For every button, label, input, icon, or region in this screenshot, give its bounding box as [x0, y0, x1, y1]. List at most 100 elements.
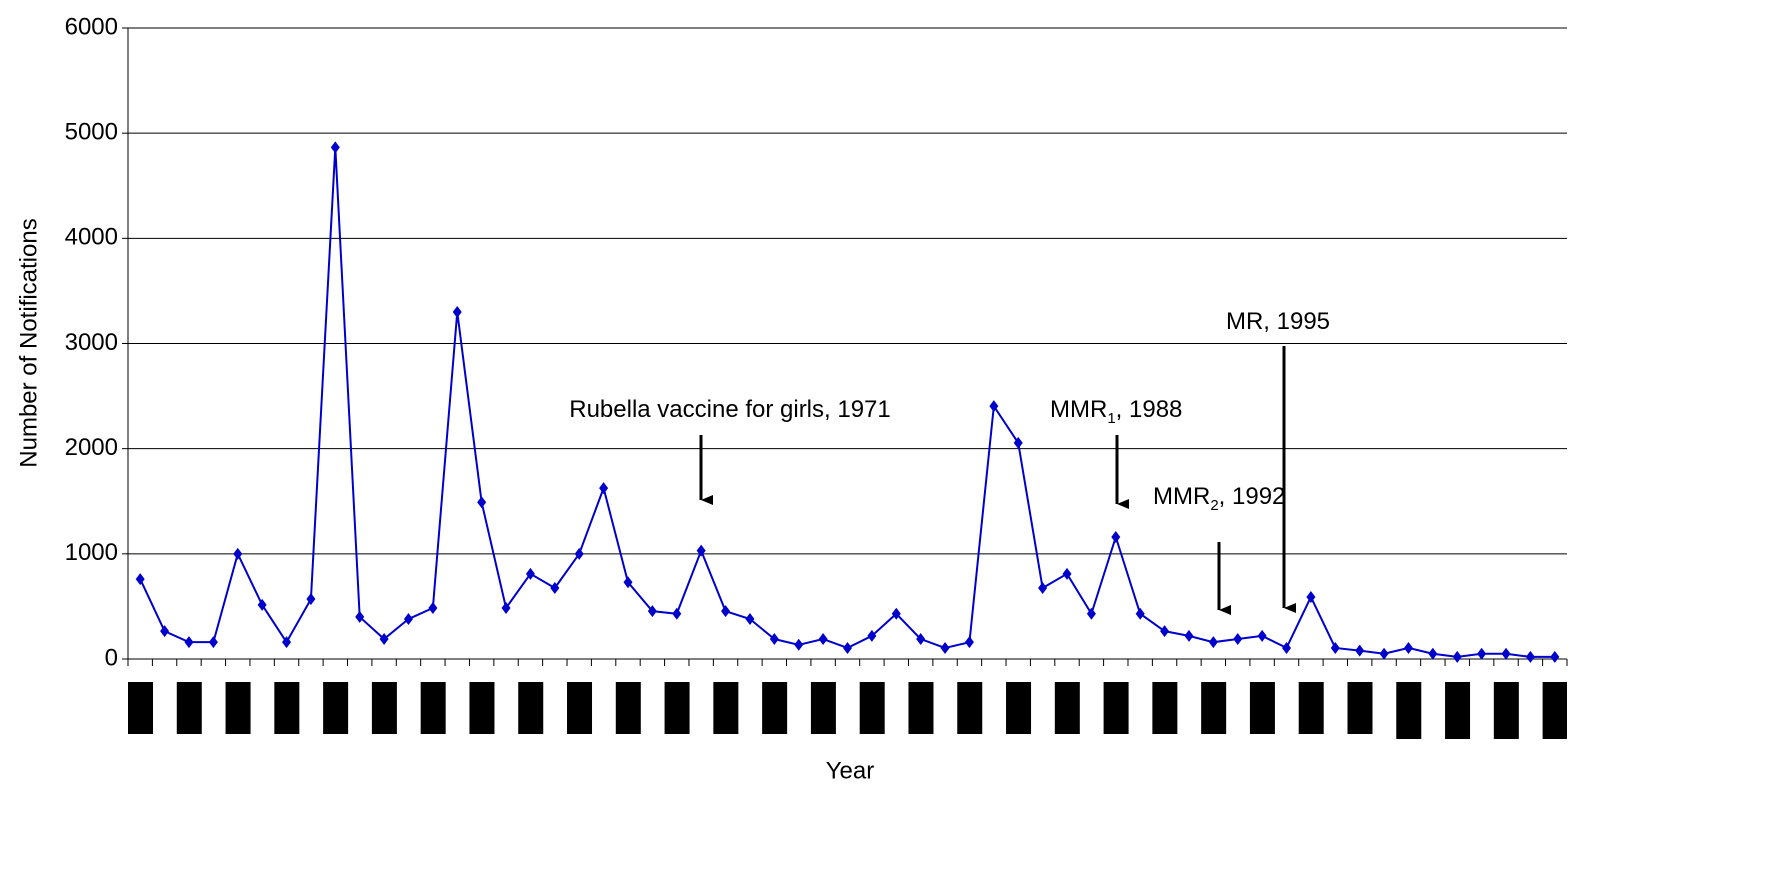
- data-point: [745, 613, 755, 626]
- data-point: [452, 305, 462, 318]
- data-point: [867, 629, 877, 642]
- data-point: [257, 598, 267, 611]
- redacted-label: [518, 682, 544, 734]
- data-point: [647, 605, 657, 618]
- annotation-text: MMR: [1153, 483, 1210, 510]
- data-point: [940, 641, 950, 654]
- annotation: MMR2, 1992: [1153, 483, 1285, 514]
- data-point: [721, 605, 731, 618]
- data-point: [696, 544, 706, 557]
- annotation: MR, 1995: [1226, 308, 1330, 335]
- data-point: [282, 636, 292, 649]
- redacted-label: [274, 682, 300, 734]
- y-axis-label: Number of Notifications: [15, 218, 42, 467]
- data-point: [599, 482, 609, 495]
- redacted-label: [176, 682, 202, 734]
- redacted-label: [1542, 682, 1567, 739]
- data-point: [1135, 607, 1145, 620]
- data-point: [794, 638, 804, 651]
- redacted-label: [323, 682, 349, 734]
- data-point: [1233, 633, 1243, 646]
- data-point: [1477, 647, 1487, 660]
- data-point: [1355, 644, 1365, 657]
- y-tick-label: 6000: [65, 13, 118, 40]
- y-tick-label: 2000: [65, 434, 118, 461]
- redacted-label: [1298, 682, 1324, 734]
- data-point: [477, 496, 487, 509]
- data-point: [574, 547, 584, 560]
- data-point: [501, 601, 511, 614]
- x-axis-label: Year: [826, 757, 875, 784]
- data-point: [1452, 650, 1462, 663]
- redacted-label: [713, 682, 739, 734]
- data-point: [525, 567, 535, 580]
- annotation-suffix: , 1988: [1116, 396, 1183, 423]
- redacted-label: [908, 682, 934, 734]
- redacted-label: [1493, 682, 1519, 739]
- redacted-label: [1006, 682, 1032, 734]
- data-point: [1525, 650, 1535, 663]
- redacted-label: [1152, 682, 1178, 734]
- data-point: [891, 607, 901, 620]
- redacted-label: [567, 682, 593, 734]
- data-point: [1428, 647, 1438, 660]
- data-point: [1306, 590, 1316, 603]
- data-point: [1013, 436, 1023, 449]
- redacted-label: [859, 682, 885, 734]
- data-point: [379, 633, 389, 646]
- data-point: [1184, 629, 1194, 642]
- data-point: [843, 641, 852, 654]
- data-point: [1330, 641, 1340, 654]
- redacted-label: [1396, 682, 1422, 739]
- y-tick-label: 3000: [65, 329, 118, 356]
- redacted-label: [1201, 682, 1227, 734]
- redacted-label: [664, 682, 690, 734]
- data-point: [1257, 629, 1267, 642]
- redacted-label: [225, 682, 251, 734]
- redacted-label: [957, 682, 983, 734]
- redacted-label: [371, 682, 397, 734]
- y-tick-label: 5000: [65, 119, 118, 146]
- data-point: [1403, 641, 1413, 654]
- data-point: [1379, 647, 1389, 660]
- data-point: [233, 547, 243, 560]
- data-point: [428, 601, 438, 614]
- annotation-subscript: 2: [1210, 497, 1218, 514]
- redacted-label: [1347, 682, 1373, 734]
- data-point: [208, 636, 218, 649]
- annotation: MMR1, 1988: [1050, 396, 1182, 427]
- data-point: [1111, 531, 1121, 544]
- data-point: [623, 576, 633, 589]
- redacted-label: [469, 682, 495, 734]
- redacted-label: [1054, 682, 1080, 734]
- y-tick-label: 4000: [65, 224, 118, 251]
- annotation-text: Rubella vaccine for girls, 1971: [569, 396, 891, 423]
- annotation-text: MMR: [1050, 396, 1107, 423]
- data-point: [330, 141, 340, 154]
- data-point: [672, 607, 682, 620]
- data-point: [916, 633, 926, 646]
- data-point: [1550, 650, 1560, 663]
- data-point: [818, 633, 828, 646]
- redacted-label: [1249, 682, 1275, 734]
- redacted-label: [1445, 682, 1471, 739]
- data-point: [964, 636, 974, 649]
- data-point: [1501, 647, 1511, 660]
- data-point: [1208, 636, 1218, 649]
- data-point: [160, 625, 170, 638]
- redacted-label: [1103, 682, 1129, 734]
- data-point: [1282, 641, 1292, 654]
- annotation: Rubella vaccine for girls, 1971: [569, 396, 891, 423]
- redacted-label: [810, 682, 836, 734]
- data-point: [135, 573, 145, 586]
- redacted-label: [420, 682, 446, 734]
- data-point: [989, 400, 999, 413]
- redacted-label: [762, 682, 788, 734]
- redacted-label: [128, 682, 153, 734]
- annotation-text: MR, 1995: [1226, 308, 1330, 335]
- annotation-subscript: 1: [1107, 410, 1115, 427]
- data-point: [403, 613, 413, 626]
- y-tick-label: 0: [105, 644, 118, 671]
- y-tick-label: 1000: [65, 539, 118, 566]
